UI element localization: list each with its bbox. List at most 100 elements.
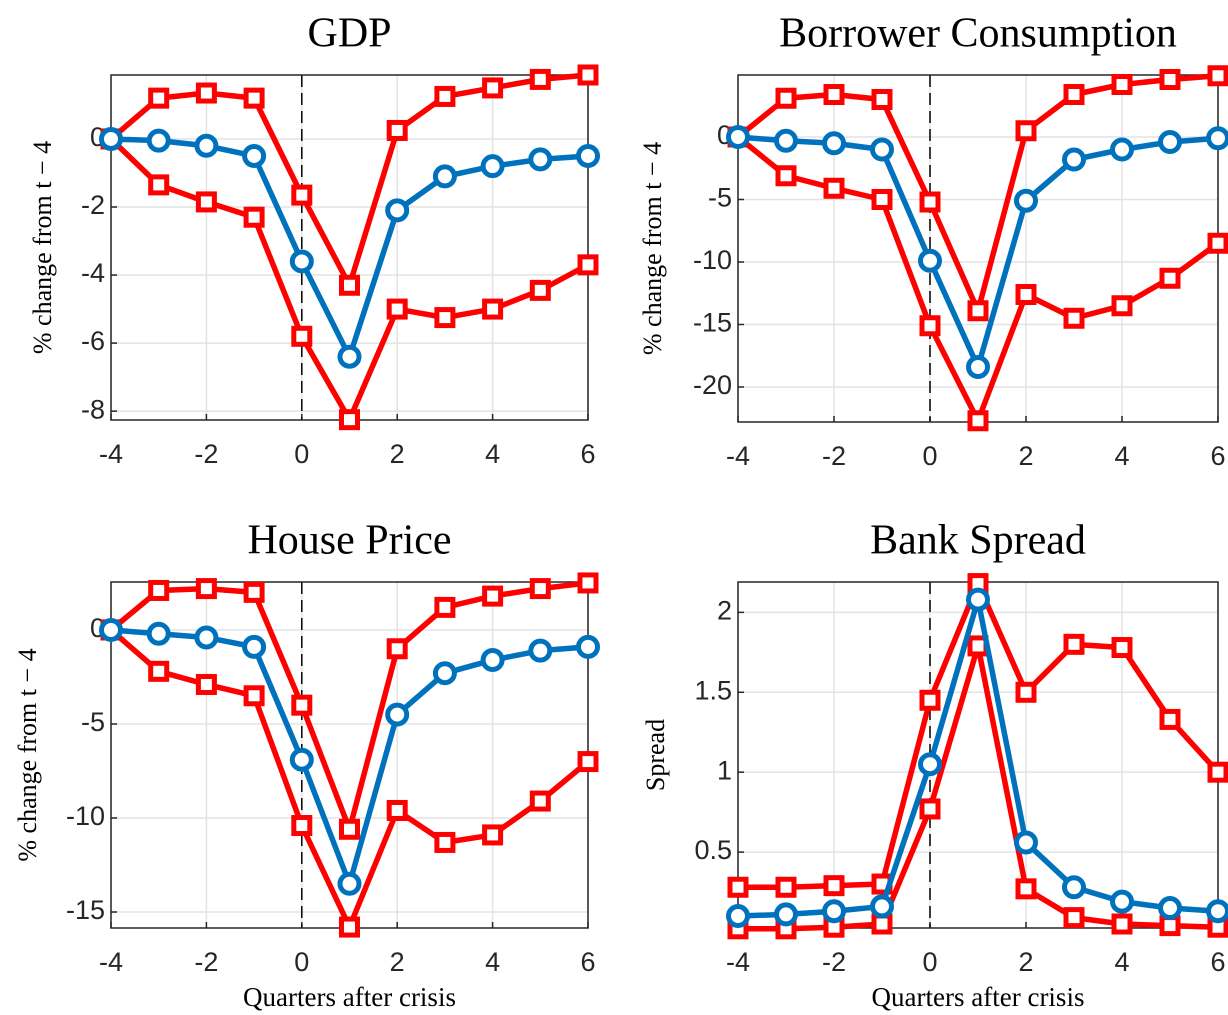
point-marker: [1110, 137, 1134, 162]
x-tick-label: 2: [390, 439, 405, 469]
point-marker: [966, 587, 990, 612]
point-marker: [774, 128, 798, 153]
point-marker: [1207, 232, 1228, 254]
point-marker: [1110, 889, 1134, 914]
plot-area: [726, 573, 1228, 940]
point-marker: [775, 165, 797, 187]
y-axis-label: % change from t − 4: [638, 142, 667, 355]
point-marker: [386, 298, 408, 320]
point-marker: [823, 875, 845, 897]
point-marker: [775, 876, 797, 898]
point-marker: [1063, 307, 1085, 329]
point-marker: [1111, 913, 1133, 935]
series-line: [738, 580, 1221, 890]
point-marker: [918, 752, 942, 777]
point-marker: [1062, 875, 1086, 900]
y-axis-label: % change from t − 4: [13, 648, 42, 861]
point-marker: [967, 300, 989, 322]
y-tick-label: -20: [693, 370, 732, 400]
x-tick-label: 6: [580, 439, 595, 469]
point-marker: [482, 77, 504, 99]
point-marker: [337, 871, 362, 896]
series-line: [110, 627, 589, 887]
x-tick-label: 4: [1114, 947, 1129, 977]
x-tick-label: 2: [390, 947, 405, 977]
x-tick-label: 0: [922, 947, 937, 977]
point-marker: [385, 198, 410, 223]
point-marker: [919, 315, 941, 337]
y-tick-label: -6: [81, 326, 105, 356]
y-tick-label: -5: [708, 183, 732, 213]
point-marker: [577, 254, 599, 276]
y-tick-label: 1.5: [694, 675, 732, 705]
chart-title: Borrower Consumption: [779, 11, 1177, 57]
x-tick-label: 6: [1210, 947, 1225, 977]
x-tick-label: 6: [580, 947, 595, 977]
point-marker: [291, 184, 313, 206]
point-marker: [577, 64, 599, 86]
point-marker: [243, 206, 265, 228]
x-tick-label: -2: [194, 439, 218, 469]
point-marker: [194, 625, 219, 650]
point-marker: [1063, 907, 1085, 929]
x-tick-label: 4: [1114, 441, 1129, 471]
x-tick-label: 0: [922, 441, 937, 471]
point-marker: [148, 660, 170, 682]
x-tick-label: -2: [822, 947, 846, 977]
point-marker: [576, 143, 600, 168]
point-marker: [1206, 126, 1228, 151]
y-tick-label: -10: [66, 801, 105, 831]
point-marker: [386, 638, 408, 660]
y-tick-label: 2: [717, 595, 732, 625]
point-marker: [386, 119, 408, 141]
point-marker: [1159, 267, 1181, 289]
point-marker: [1062, 147, 1086, 172]
point-marker: [385, 702, 410, 727]
point-marker: [1158, 896, 1182, 921]
point-marker: [1063, 84, 1085, 105]
point-marker: [1207, 761, 1228, 783]
x-tick-label: -4: [99, 439, 123, 469]
point-marker: [146, 128, 171, 153]
point-marker: [529, 790, 551, 812]
x-tick-label: -4: [726, 441, 750, 471]
point-marker: [339, 916, 360, 938]
point-marker: [1111, 295, 1133, 317]
point-marker: [195, 673, 217, 695]
point-marker: [243, 581, 265, 603]
point-marker: [339, 818, 360, 840]
point-marker: [243, 87, 265, 109]
chart-title: Bank Spread: [870, 518, 1086, 564]
point-marker: [870, 894, 894, 919]
point-marker: [482, 824, 504, 846]
x-tick-label: 2: [1018, 947, 1033, 977]
point-marker: [1015, 120, 1037, 142]
series-line: [736, 73, 1219, 314]
point-marker: [434, 831, 456, 853]
y-tick-label: 1: [717, 755, 732, 785]
x-tick-label: -2: [822, 441, 846, 471]
point-marker: [1063, 633, 1085, 655]
point-marker: [528, 147, 553, 172]
point-marker: [434, 596, 456, 618]
point-marker: [482, 298, 504, 320]
plot-area: [99, 572, 600, 938]
point-marker: [337, 344, 362, 369]
point-marker: [774, 902, 798, 927]
chart-title: GDP: [307, 11, 391, 57]
plot-area: [726, 65, 1228, 432]
point-marker: [99, 126, 123, 151]
x-tick-label: -2: [194, 947, 218, 977]
point-marker: [148, 87, 170, 109]
point-marker: [146, 621, 171, 646]
point-marker: [727, 876, 749, 898]
point-marker: [434, 307, 456, 329]
point-marker: [919, 689, 941, 711]
point-marker: [577, 751, 599, 773]
y-tick-label: -15: [66, 895, 105, 925]
point-marker: [432, 164, 457, 189]
point-marker: [528, 638, 553, 663]
point-marker: [1158, 130, 1182, 154]
point-marker: [339, 409, 360, 431]
